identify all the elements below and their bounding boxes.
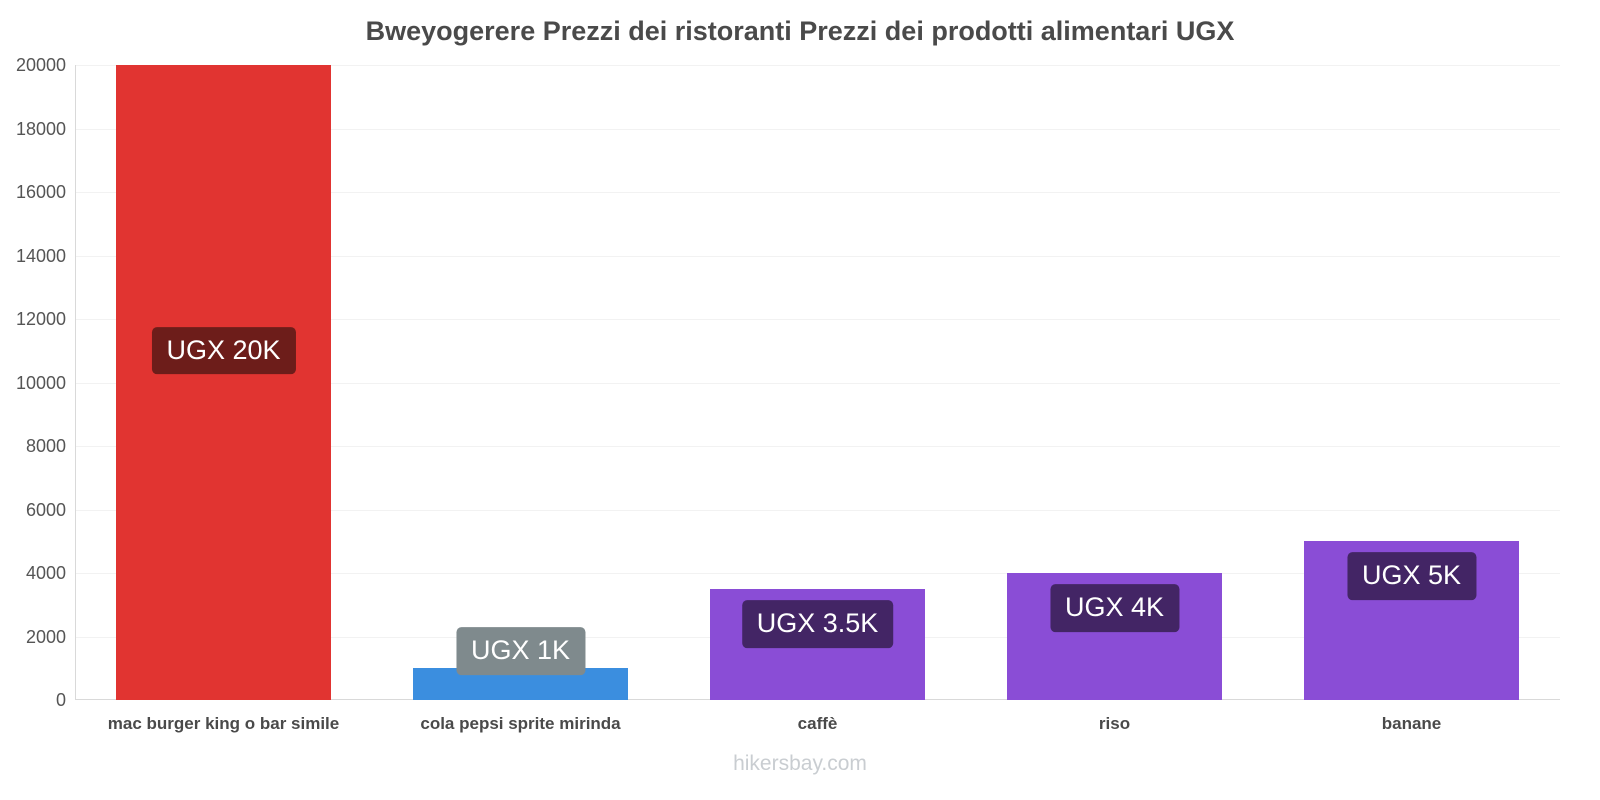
gridline — [76, 509, 1560, 511]
y-tick-label: 10000 — [15, 372, 66, 393]
bar-value-label: UGX 1K — [455, 627, 586, 676]
y-tick-label: 8000 — [25, 436, 66, 456]
bar-value-label: UGX 5K — [1346, 552, 1477, 601]
chart-title: Bweyogerere Prezzi dei ristoranti Prezzi… — [365, 16, 1235, 46]
y-tick-label: 16000 — [15, 182, 66, 202]
x-category-label: cola pepsi sprite mirinda — [420, 714, 621, 733]
bar-0 — [116, 65, 331, 700]
y-tick-label: 2000 — [25, 626, 66, 647]
gridline — [76, 128, 1560, 130]
footer-watermark: hikersbay.com — [733, 752, 867, 775]
x-category-label: mac burger king o bar simile — [107, 714, 340, 733]
gridline — [76, 446, 1560, 447]
y-tick-label: 0 — [55, 690, 66, 710]
gridline — [76, 192, 1560, 193]
gridline — [76, 319, 1560, 320]
x-category-label: riso — [1098, 714, 1131, 733]
bar-value-label: UGX 3.5K — [741, 600, 894, 648]
gridline — [76, 65, 1560, 66]
bar-value-label: UGX 4K — [1049, 584, 1180, 632]
gridline — [76, 573, 1560, 574]
y-tick-label: 20000 — [15, 55, 66, 75]
y-tick-label: 12000 — [15, 309, 66, 329]
y-tick-label: 14000 — [15, 245, 66, 266]
y-tick-label: 6000 — [25, 499, 66, 520]
y-tick-label: 4000 — [25, 563, 66, 583]
gridline — [76, 255, 1560, 257]
x-category-label: caffè — [797, 714, 838, 733]
bar-value-label: UGX 20K — [151, 326, 296, 375]
gridline — [76, 382, 1560, 384]
x-category-label: banane — [1381, 714, 1442, 733]
y-tick-label: 18000 — [15, 118, 66, 139]
